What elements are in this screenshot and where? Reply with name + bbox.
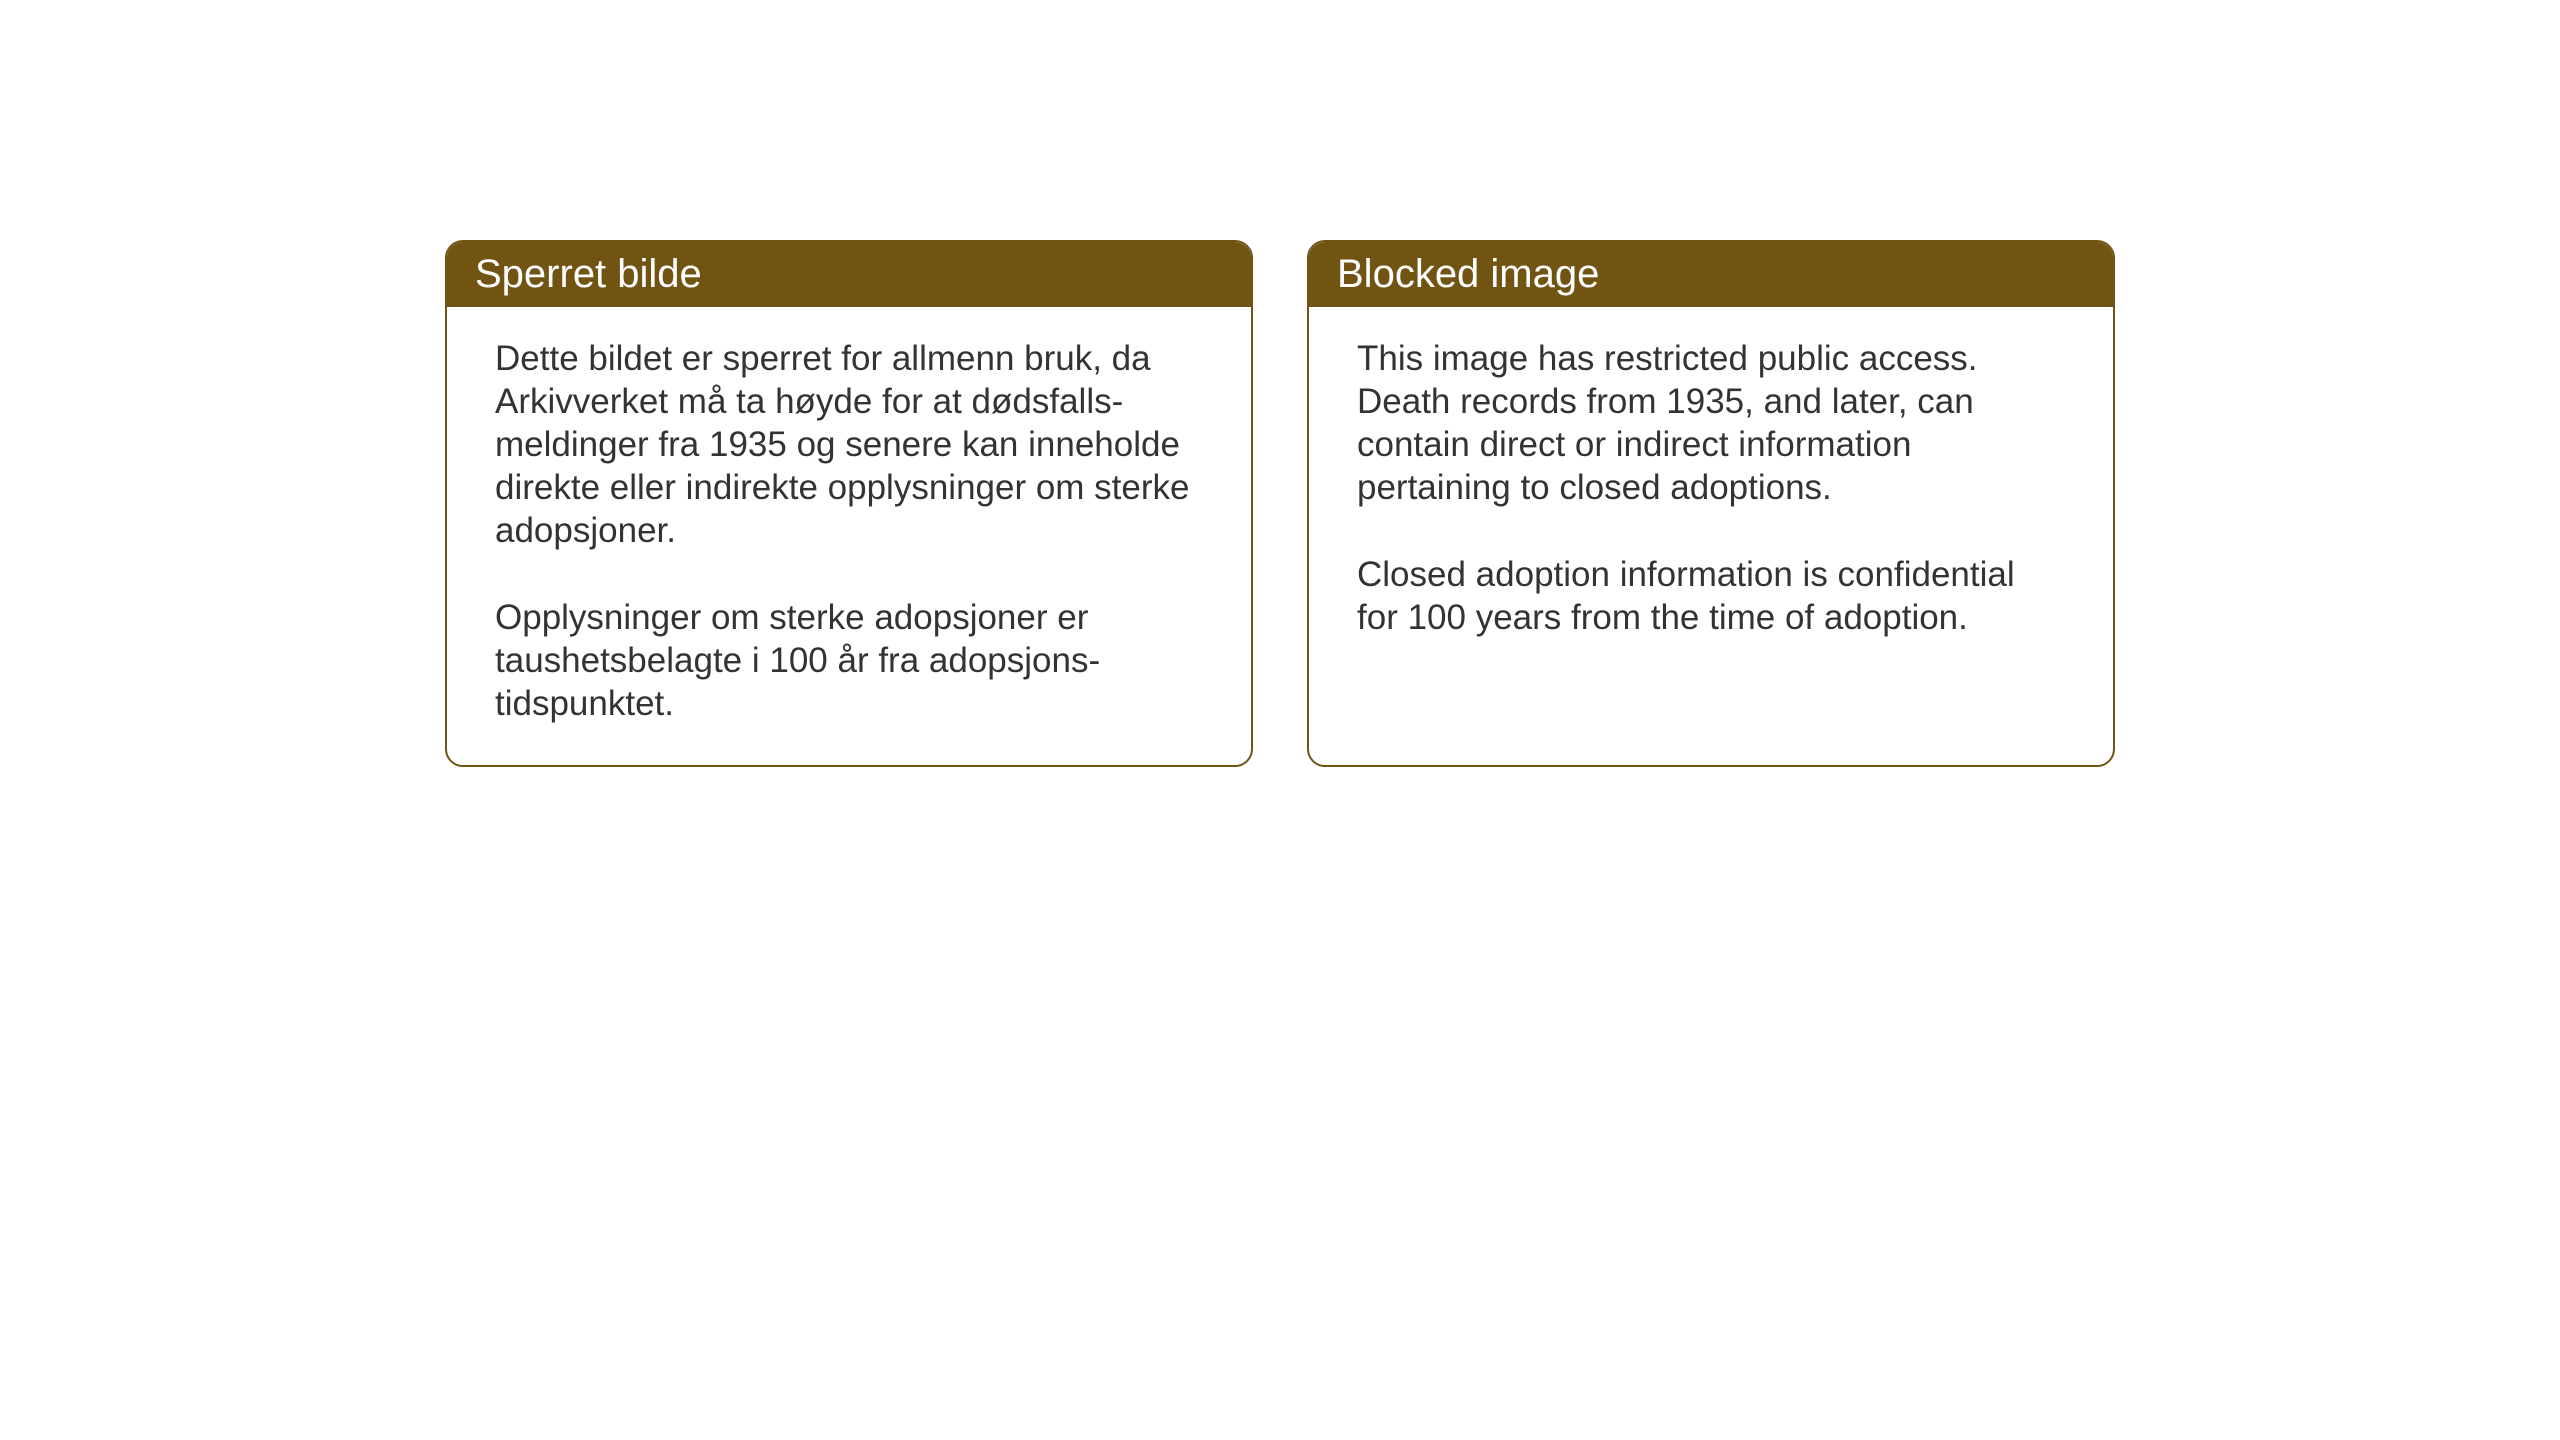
card-english-body: This image has restricted public access.… (1309, 307, 2113, 749)
card-english-title: Blocked image (1337, 252, 1599, 296)
card-norwegian-title: Sperret bilde (475, 252, 702, 296)
card-norwegian-paragraph-1: Dette bildet er sperret for allmenn bruk… (495, 337, 1203, 552)
card-norwegian-header: Sperret bilde (447, 242, 1251, 307)
card-norwegian: Sperret bilde Dette bildet er sperret fo… (445, 240, 1253, 767)
card-english-paragraph-2: Closed adoption information is confident… (1357, 553, 2065, 639)
card-norwegian-paragraph-2: Opplysninger om sterke adopsjoner er tau… (495, 596, 1203, 725)
card-norwegian-body: Dette bildet er sperret for allmenn bruk… (447, 307, 1251, 765)
card-english-paragraph-1: This image has restricted public access.… (1357, 337, 2065, 509)
cards-container: Sperret bilde Dette bildet er sperret fo… (445, 240, 2560, 767)
card-english: Blocked image This image has restricted … (1307, 240, 2115, 767)
card-english-header: Blocked image (1309, 242, 2113, 307)
